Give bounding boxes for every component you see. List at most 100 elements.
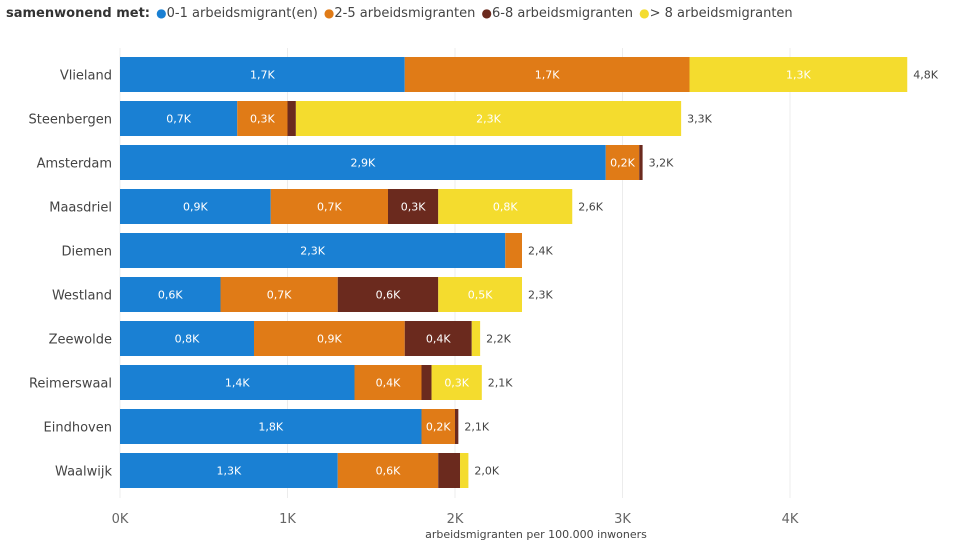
data-label: 1,3K <box>786 69 811 82</box>
bar-segment <box>421 365 432 400</box>
data-label: 1,7K <box>250 69 275 82</box>
total-label: 2,1K <box>464 421 489 434</box>
bar-segment <box>120 409 422 444</box>
total-label: 3,3K <box>687 113 712 126</box>
category-label: Vlieland <box>60 69 112 84</box>
total-label: 4,8K <box>913 69 938 82</box>
category-label: Westland <box>52 289 112 304</box>
data-label: 0,4K <box>426 333 451 346</box>
legend-item-8-plus: ●> 8 arbeidsmigranten <box>639 6 793 21</box>
data-label: 0,6K <box>376 289 401 302</box>
bar-segment <box>404 321 472 356</box>
bar-segment <box>431 365 482 400</box>
data-label: 2,3K <box>476 113 501 126</box>
data-label: 0,2K <box>610 157 635 170</box>
category-label: Reimerswaal <box>29 377 112 392</box>
data-label: 0,7K <box>317 201 342 214</box>
category-label: Maasdriel <box>49 201 112 216</box>
total-label: 2,0K <box>474 465 499 478</box>
data-label: 0,6K <box>158 289 183 302</box>
data-label: 0,8K <box>493 201 518 214</box>
bar-segment <box>270 189 388 224</box>
legend-label: > 8 arbeidsmigranten <box>649 6 793 21</box>
legend: samenwonend met: ●0-1 arbeidsmigrant(en)… <box>6 6 793 21</box>
data-label: 1,3K <box>217 465 242 478</box>
category-label: Waalwijk <box>55 465 112 480</box>
x-tick-label: 1K <box>279 512 296 527</box>
data-label: 0,6K <box>376 465 401 478</box>
data-label: 0,5K <box>468 289 493 302</box>
category-label: Amsterdam <box>37 157 112 172</box>
total-label: 2,6K <box>578 201 603 214</box>
bar-segment <box>295 101 682 136</box>
legend-dot-icon: ● <box>156 6 167 20</box>
bar-segment <box>120 277 221 312</box>
total-label: 2,1K <box>488 377 513 390</box>
legend-title: samenwonend met: <box>6 6 151 21</box>
data-label: 0,7K <box>267 289 292 302</box>
legend-dot-icon: ● <box>323 6 335 20</box>
legend-label: 0-1 arbeidsmigrant(en) <box>166 6 318 21</box>
x-tick-label: 3K <box>614 512 631 527</box>
bar-segment <box>605 145 640 180</box>
bar-segment <box>404 57 690 92</box>
bar-segment <box>505 233 522 268</box>
bar-segment <box>120 101 238 136</box>
total-label: 2,4K <box>528 245 553 258</box>
data-label: 0,3K <box>250 113 275 126</box>
legend-item-0-1: ●0-1 arbeidsmigrant(en) <box>156 6 318 21</box>
data-label: 0,9K <box>317 333 342 346</box>
bar-segment <box>438 453 461 488</box>
category-label: Zeewolde <box>49 333 112 348</box>
category-label: Diemen <box>61 245 112 260</box>
bar-segment <box>438 277 522 312</box>
x-axis-title: arbeidsmigranten per 100.000 inwoners <box>425 528 647 541</box>
data-label: 0,3K <box>401 201 426 214</box>
bar-segment <box>388 189 439 224</box>
data-label: 2,3K <box>300 245 325 258</box>
bar-segment <box>455 409 459 444</box>
category-label: Steenbergen <box>29 113 112 128</box>
bar-segment <box>120 453 338 488</box>
data-label: 0,7K <box>166 113 191 126</box>
bar-segment <box>120 233 506 268</box>
data-label: 2,9K <box>351 157 376 170</box>
bar-segment <box>471 321 481 356</box>
bar-segment <box>689 57 908 92</box>
bar-segment <box>421 409 455 444</box>
data-label: 0,9K <box>183 201 208 214</box>
data-label: 0,4K <box>376 377 401 390</box>
bar-segment <box>254 321 405 356</box>
bar-segment <box>438 189 573 224</box>
bar-segment <box>120 57 405 92</box>
legend-dot-icon: ● <box>639 6 650 20</box>
x-tick-label: 0K <box>112 512 129 527</box>
data-label: 0,8K <box>175 333 200 346</box>
bar-segment <box>639 145 643 180</box>
bar-segment <box>120 321 254 356</box>
data-label: 0,3K <box>444 377 469 390</box>
legend-label: 6-8 arbeidsmigranten <box>492 6 633 21</box>
legend-label: 2-5 arbeidsmigranten <box>334 6 476 21</box>
x-tick-label: 2K <box>447 512 464 527</box>
bar-segment <box>337 453 439 488</box>
bar-segment <box>120 145 606 180</box>
data-label: 0,2K <box>426 421 451 434</box>
bar-segment <box>460 453 469 488</box>
bar-segment <box>237 101 288 136</box>
legend-item-6-8: ●6-8 arbeidsmigranten <box>482 6 633 21</box>
bar-segment <box>120 365 355 400</box>
bar-segment <box>337 277 439 312</box>
category-label: Eindhoven <box>44 421 112 436</box>
legend-item-2-5: ●2-5 arbeidsmigranten <box>324 6 475 21</box>
bar-segment <box>287 101 296 136</box>
total-label: 3,2K <box>649 157 674 170</box>
bar-segment <box>120 189 271 224</box>
total-label: 2,2K <box>486 333 511 346</box>
data-label: 1,8K <box>258 421 283 434</box>
bar-segment <box>220 277 338 312</box>
x-tick-label: 4K <box>782 512 799 527</box>
bar-segment <box>354 365 422 400</box>
